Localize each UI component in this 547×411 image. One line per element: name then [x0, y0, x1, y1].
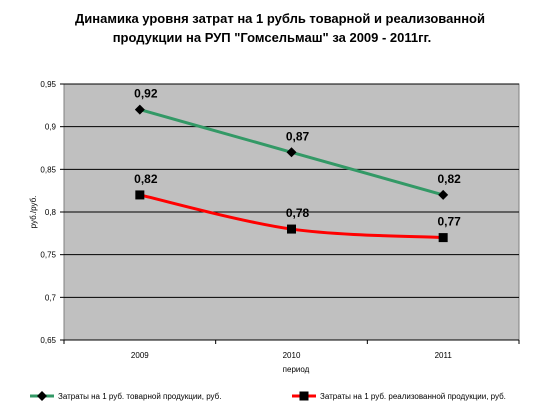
y-tick-label: 0,65	[40, 336, 56, 345]
chart-title-line-1: Динамика уровня затрат на 1 рубль товарн…	[75, 11, 485, 26]
y-tick-label: 0,7	[45, 293, 57, 302]
y-tick-label: 0,75	[40, 251, 56, 260]
legend-marker	[37, 391, 47, 401]
y-axis-ticks: 0,65 0,7 0,75 0,8 0,85 0,9 0,95	[40, 80, 64, 345]
series-1: 0,92 0,87 0,82	[134, 87, 461, 200]
data-label: 0,77	[437, 215, 461, 229]
data-point	[438, 233, 448, 243]
y-tick-label: 0,9	[45, 123, 57, 132]
chart-title-line-2: продукции на РУП "Гомсельмаш" за 2009 - …	[113, 30, 432, 45]
legend-item-2: Затраты на 1 руб. реализованной продукци…	[292, 391, 506, 401]
x-tick-label: 2011	[435, 351, 453, 360]
data-label: 0,82	[437, 172, 461, 186]
y-tick-label: 0,95	[40, 80, 56, 89]
gridlines	[64, 83, 519, 341]
data-label: 0,78	[286, 206, 310, 220]
data-label: 0,87	[286, 129, 310, 143]
data-label: 0,92	[134, 87, 158, 101]
series-2: 0,82 0,78 0,77	[134, 172, 461, 243]
legend: Затраты на 1 руб. товарной продукции, ру…	[30, 391, 506, 401]
data-point	[286, 147, 297, 158]
legend-item-1: Затраты на 1 руб. товарной продукции, ру…	[30, 391, 221, 401]
x-tick-label: 2010	[283, 351, 301, 360]
y-axis-title: руб./руб.	[29, 196, 38, 229]
y-tick-label: 0,85	[40, 165, 56, 174]
x-axis-title: период	[283, 365, 310, 374]
legend-marker	[299, 391, 309, 401]
data-point	[287, 224, 296, 234]
data-label: 0,82	[134, 172, 158, 186]
legend-label: Затраты на 1 руб. реализованной продукци…	[320, 392, 506, 401]
x-tick-label: 2009	[131, 351, 149, 360]
legend-label: Затраты на 1 руб. товарной продукции, ру…	[58, 392, 221, 401]
data-point	[134, 104, 145, 115]
y-tick-label: 0,8	[45, 208, 57, 217]
x-axis-ticks: 2009 2010 2011	[63, 340, 520, 360]
data-point	[135, 190, 145, 200]
data-point	[438, 189, 449, 200]
series-layer: 0,92 0,87 0,82 0,82 0,78 0,77	[134, 87, 461, 243]
